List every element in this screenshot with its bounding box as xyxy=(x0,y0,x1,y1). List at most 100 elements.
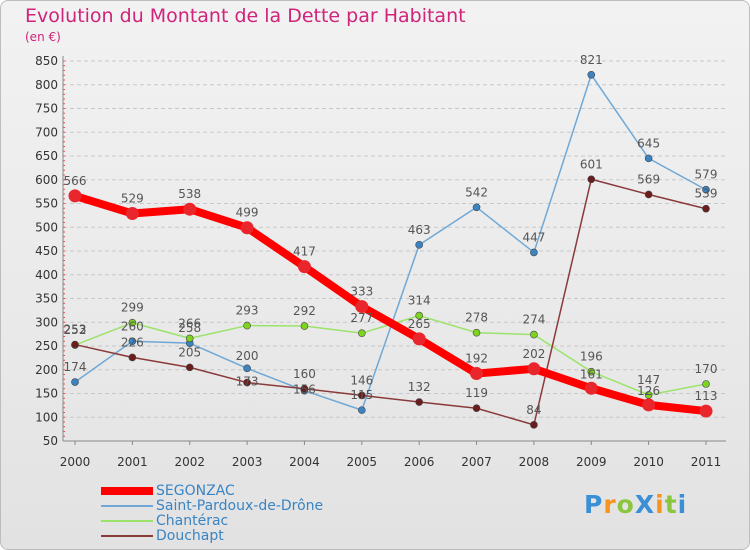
data-label: 202 xyxy=(522,347,545,361)
data-point xyxy=(297,260,311,274)
y-tick-label: 850 xyxy=(35,54,58,68)
data-label: 132 xyxy=(408,380,431,394)
logo-letter: X xyxy=(634,490,656,519)
data-point xyxy=(587,175,596,184)
data-label: 161 xyxy=(580,367,603,381)
data-point xyxy=(699,404,713,418)
data-point xyxy=(71,340,79,349)
y-tick-label: 250 xyxy=(35,339,58,353)
chart-title: Evolution du Montant de la Dette par Hab… xyxy=(25,5,466,27)
logo-letter: o xyxy=(616,490,635,519)
data-point xyxy=(644,154,653,163)
legend-swatch xyxy=(101,535,153,537)
x-tick-label: 2009 xyxy=(576,455,607,469)
data-label: 579 xyxy=(695,168,718,182)
x-tick-label: 2002 xyxy=(174,455,205,469)
y-tick-label: 300 xyxy=(35,315,58,329)
axes xyxy=(62,56,726,442)
legend-label: Douchapt xyxy=(156,528,224,544)
data-label: 258 xyxy=(178,321,201,335)
data-label: 277 xyxy=(350,311,373,325)
data-point xyxy=(412,332,426,346)
data-point xyxy=(128,318,137,327)
data-label: 113 xyxy=(695,389,718,403)
x-tick-label: 2008 xyxy=(519,455,550,469)
y-tick-label: 50 xyxy=(43,434,58,448)
x-axis-ticks: 2000 2001 2002 2003 2004 2005 2006 2007 2008 2009… xyxy=(60,441,722,469)
data-label: 253 xyxy=(64,323,87,337)
data-point xyxy=(243,378,251,387)
x-tick-label: 2000 xyxy=(60,455,91,469)
x-tick-label: 2004 xyxy=(289,455,320,469)
data-label: 170 xyxy=(695,362,718,376)
data-label: 292 xyxy=(293,304,316,318)
data-point xyxy=(415,311,423,320)
data-label: 252 xyxy=(64,323,87,337)
data-point xyxy=(530,330,538,339)
data-point xyxy=(415,241,423,249)
series-lines xyxy=(68,70,713,429)
data-label: 542 xyxy=(465,185,488,199)
data-point xyxy=(68,189,82,203)
legend-swatch xyxy=(101,520,153,522)
legend-swatch xyxy=(101,487,153,495)
data-label: 538 xyxy=(178,187,201,201)
x-tick-label: 2001 xyxy=(117,455,148,469)
data-point xyxy=(358,406,366,414)
logo-letter: i xyxy=(677,490,688,519)
data-label: 566 xyxy=(64,174,87,188)
y-tick-label: 450 xyxy=(35,244,58,258)
x-tick-label: 2003 xyxy=(232,455,263,469)
data-label: 147 xyxy=(637,373,660,387)
data-label: 417 xyxy=(293,245,316,259)
data-point xyxy=(355,300,369,314)
data-label: 266 xyxy=(178,316,201,330)
legend-label: Saint-Pardoux-de-Drône xyxy=(156,498,324,514)
logo-letter: P xyxy=(584,490,604,519)
grid-lines xyxy=(63,60,726,442)
data-point xyxy=(185,334,194,343)
y-tick-label: 200 xyxy=(35,363,58,377)
data-label: 293 xyxy=(236,304,259,318)
series-line-1 xyxy=(74,74,707,411)
data-label: 539 xyxy=(695,187,718,201)
data-label: 200 xyxy=(236,349,259,363)
data-label: 205 xyxy=(178,345,201,359)
x-tick-label: 2010 xyxy=(633,455,664,469)
y-tick-label: 400 xyxy=(35,268,58,282)
y-tick-label: 500 xyxy=(35,220,58,234)
data-point xyxy=(584,381,598,395)
y-tick-label: 650 xyxy=(35,149,58,163)
data-point xyxy=(470,367,484,381)
data-point xyxy=(702,380,710,388)
data-label: 299 xyxy=(121,301,144,315)
data-point xyxy=(243,364,251,373)
chart-subtitle: (en €) xyxy=(25,30,61,44)
data-label: 645 xyxy=(637,136,660,150)
data-point xyxy=(128,337,137,346)
logo-letter: t xyxy=(664,490,678,519)
data-label: 119 xyxy=(465,386,488,400)
data-point xyxy=(71,378,79,386)
data-label: 529 xyxy=(121,191,144,205)
data-point xyxy=(702,185,710,194)
y-tick-label: 350 xyxy=(35,292,58,306)
data-point xyxy=(185,363,194,372)
y-tick-label: 600 xyxy=(35,173,58,187)
data-label: 265 xyxy=(408,317,431,331)
data-label: 115 xyxy=(350,388,373,402)
x-tick-label: 2006 xyxy=(404,455,435,469)
x-tick-label: 2011 xyxy=(691,455,722,469)
data-point xyxy=(415,398,423,406)
y-axis-ticks: 50 100 150 200 250 300 350 400 450 500 550 600 650 70… xyxy=(35,54,58,448)
data-label: 569 xyxy=(637,172,660,186)
series-line-3 xyxy=(74,178,707,426)
data-label: 601 xyxy=(580,157,603,171)
data-label: 226 xyxy=(121,335,144,349)
x-tick-label: 2005 xyxy=(347,455,378,469)
x-tick-label: 2007 xyxy=(461,455,492,469)
data-label: 447 xyxy=(522,230,545,244)
data-label: 274 xyxy=(522,313,545,327)
data-point xyxy=(125,206,139,220)
